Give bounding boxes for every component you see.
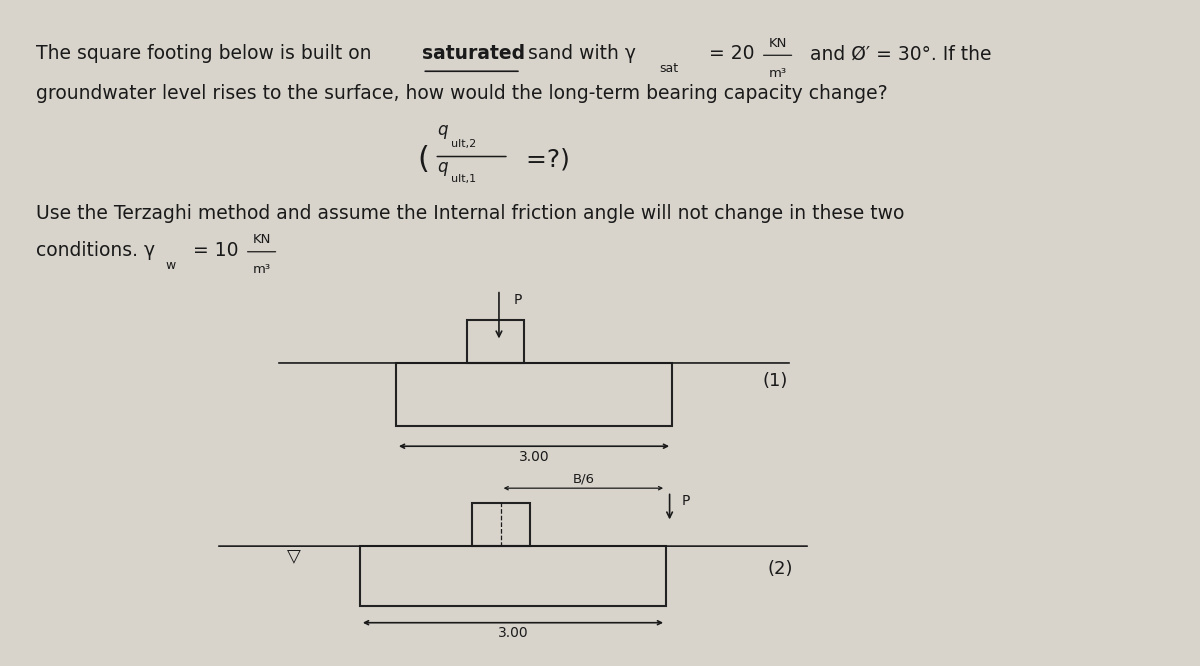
Text: and Ø′ = 30°. If the: and Ø′ = 30°. If the	[804, 44, 991, 63]
Text: Use the Terzaghi method and assume the Internal friction angle will not change i: Use the Terzaghi method and assume the I…	[36, 204, 905, 223]
Bar	[396, 363, 672, 426]
Text: B/6: B/6	[572, 472, 594, 486]
Text: KN: KN	[252, 233, 271, 246]
Text: P: P	[514, 292, 522, 307]
Text: =?): =?)	[510, 148, 570, 172]
Text: (: (	[418, 145, 430, 174]
Text: groundwater level rises to the surface, how would the long-term bearing capacity: groundwater level rises to the surface, …	[36, 84, 888, 103]
Text: m³: m³	[768, 67, 787, 80]
Text: P: P	[682, 494, 690, 507]
Text: sand with γ: sand with γ	[522, 44, 636, 63]
Text: = 10: = 10	[187, 240, 239, 260]
Text: KN: KN	[768, 37, 787, 50]
Text: ult,2: ult,2	[451, 139, 476, 149]
Bar	[360, 546, 666, 606]
Text: m³: m³	[252, 263, 271, 276]
Text: ult,1: ult,1	[451, 174, 476, 184]
Text: w: w	[166, 258, 176, 272]
Bar	[472, 503, 529, 546]
Text: The square footing below is built on: The square footing below is built on	[36, 44, 378, 63]
Text: q: q	[437, 159, 448, 176]
Text: q: q	[437, 121, 448, 139]
Text: ▽: ▽	[287, 547, 301, 565]
Text: (2): (2)	[768, 560, 793, 579]
Text: conditions. γ: conditions. γ	[36, 240, 155, 260]
Text: sat: sat	[659, 62, 678, 75]
Text: 3.00: 3.00	[518, 450, 550, 464]
Text: 3.00: 3.00	[498, 626, 528, 640]
Text: = 20: = 20	[703, 44, 755, 63]
Text: saturated: saturated	[422, 44, 526, 63]
Text: (1): (1)	[762, 372, 787, 390]
Bar	[467, 320, 524, 363]
